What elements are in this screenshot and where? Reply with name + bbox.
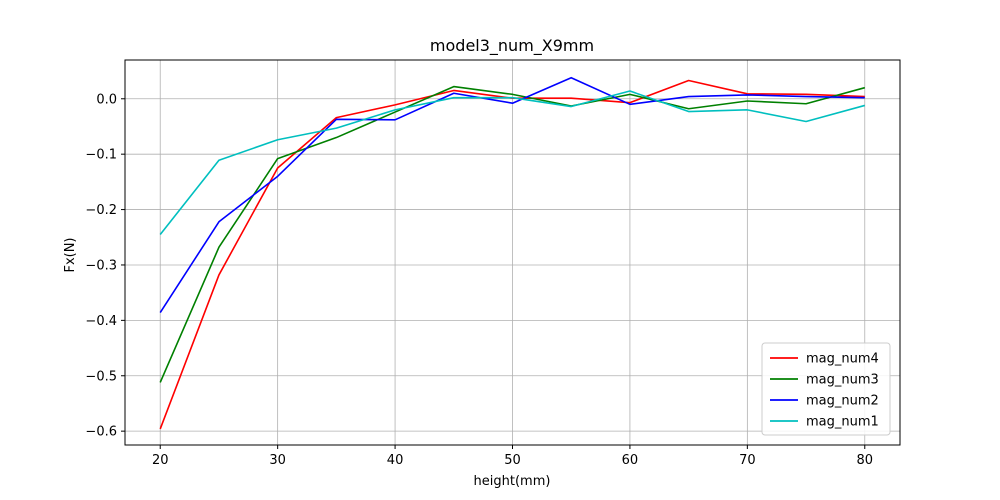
axis-ticks: 20 30 40 50 60 70 80 −0.6 −0.5 −0.4 −0.3 −0.2 −0.1 0.… [85,92,873,468]
x-tick-label: 60 [622,453,639,468]
x-axis-label: height(mm) [474,474,551,489]
chart-title: model3_num_X9mm [430,36,594,56]
series-line-mag-num3 [159,85,865,383]
legend-box [761,342,891,436]
legend-label: mag_num3 [806,373,879,388]
x-tick-label: 80 [856,453,873,468]
x-tick-label: 20 [152,453,169,468]
series-line-mag-num2 [159,76,865,314]
legend-label: mag_num2 [806,394,879,409]
y-tick-label: −0.2 [85,203,117,218]
x-tick-label: 70 [739,453,756,468]
y-tick-label: −0.4 [85,314,117,329]
y-axis-label: Fx(N) [63,237,78,272]
y-tick-label: −0.5 [85,369,117,384]
legend-label: mag_num4 [806,352,879,367]
legend: mag_num4 mag_num3 mag_num2 mag_num1 [761,342,891,436]
y-tick-label: −0.1 [85,148,117,163]
series-line-mag-num1 [159,90,865,235]
x-tick-label: 50 [504,453,521,468]
y-tick-label: 0.0 [96,92,117,107]
x-tick-label: 30 [269,453,286,468]
legend-label: mag_num1 [806,415,879,430]
x-tick-label: 40 [387,453,404,468]
y-tick-label: −0.6 [85,425,117,440]
series-lines [159,76,865,430]
y-tick-label: −0.3 [85,258,117,273]
